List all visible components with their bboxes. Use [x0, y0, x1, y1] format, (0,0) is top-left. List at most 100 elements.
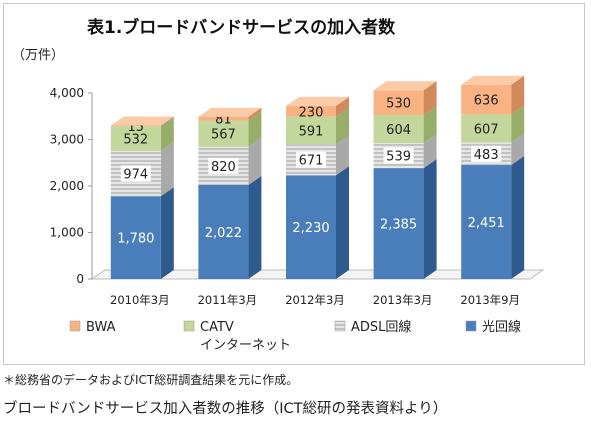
data-label-bg: [296, 151, 326, 168]
bar-segment-side: [248, 107, 262, 121]
bar-segment-side: [160, 117, 174, 151]
chart-legend: BWA CATV インターネット ADSL回線 光回線: [69, 319, 521, 353]
bar-segment: [198, 120, 249, 147]
bar-segment-side: [423, 81, 437, 115]
data-label: 567: [211, 128, 236, 143]
data-label: 483: [474, 148, 499, 163]
legend-item: ADSL回線: [334, 319, 411, 335]
x-category-label: 2012年3月: [285, 293, 345, 307]
y-tick-label: 1,000: [50, 226, 84, 240]
bar-segment-side: [160, 116, 174, 127]
data-label-bg: [120, 165, 151, 182]
data-label: 2,022: [205, 226, 242, 241]
data-label: 636: [474, 94, 499, 109]
data-label: 604: [386, 123, 411, 138]
x-category-label: 2011年3月: [198, 293, 258, 307]
bar-top-face: [198, 107, 262, 117]
bar-segment-side: [511, 133, 525, 166]
bar-segment-side: [511, 156, 525, 279]
legend-swatch: [465, 320, 477, 332]
bar-segment: [286, 105, 336, 117]
data-label: 2,385: [380, 218, 417, 233]
data-label-bg: [383, 147, 414, 164]
x-category-label: 2013年3月: [373, 293, 433, 307]
data-label: 591: [299, 124, 324, 139]
bar-top-face: [110, 116, 174, 126]
bar-segment-side: [160, 141, 174, 197]
y-axis: 0 1,000 2,000 3,000 4,000: [50, 86, 93, 286]
data-label: 2,230: [292, 221, 329, 236]
bar-stack: 2,230 671 591 230: [286, 96, 349, 279]
bar-segment: [373, 90, 424, 115]
bar-segment: [461, 84, 512, 115]
bar-segment-side: [248, 111, 262, 147]
legend-swatch: [334, 320, 346, 332]
x-category-label: 2013年9月: [460, 293, 520, 307]
data-label: 539: [386, 150, 411, 165]
bar-segment-side: [511, 105, 525, 143]
y-tick-label: 0: [76, 272, 84, 286]
data-label: 1,780: [117, 232, 154, 247]
legend-label: 光回線: [482, 319, 521, 335]
footnote: ＊総務省のデータおよびICT総研調査結果を元に作成。: [3, 373, 299, 387]
bar-segment: [198, 184, 249, 279]
data-label: 974: [123, 168, 148, 183]
data-label: 2,451: [468, 216, 505, 231]
legend-item: 光回線: [465, 319, 521, 335]
data-label: 820: [211, 160, 236, 175]
y-axis-unit-label: （万件）: [12, 48, 64, 63]
figure-caption: ブロードバンドサービス加入者数の推移（ICT総研の発表資料より）: [3, 401, 448, 417]
bars-group: 1,780974532152,022820567812,230671591230…: [110, 75, 525, 279]
legend-item: BWA: [69, 320, 116, 335]
data-label: 607: [474, 122, 499, 137]
bar-segment-side: [160, 187, 174, 279]
bar-segment: [461, 165, 512, 279]
bar-segment: [461, 114, 512, 143]
legend-swatch: [183, 320, 195, 332]
bar-stack: 2,385 539 604 530: [373, 81, 437, 279]
bar-segment: [110, 125, 161, 127]
data-label: 671: [299, 154, 324, 169]
bar-segment-side: [248, 137, 262, 185]
bar-top-face: [373, 81, 437, 91]
bar-segment: [198, 116, 249, 121]
bar-segment-side: [336, 107, 349, 145]
data-label: 230: [299, 105, 324, 120]
legend-label: CATV: [200, 320, 234, 335]
bar-segment-side: [423, 159, 437, 279]
bar-segment-side: [336, 135, 349, 176]
bar-top-face: [461, 75, 525, 85]
bar-segment-side: [336, 166, 349, 279]
legend-label: ADSL回線: [351, 319, 411, 335]
bar-segment-side: [336, 96, 349, 117]
bar-segment-side: [248, 175, 262, 279]
bar-segment-side: [511, 75, 525, 115]
bar-segment: [110, 126, 161, 151]
y-tick-label: 2,000: [50, 179, 84, 193]
chart-title: 表1.ブロードバンドサービスの加入者数: [87, 17, 396, 38]
bar-top-face: [286, 96, 349, 106]
bar-segment: [286, 175, 336, 279]
bar-stack: 2,451 483 607 636: [461, 75, 525, 279]
legend-swatch: [69, 320, 81, 332]
data-label: 530: [386, 97, 411, 112]
x-axis-categories: 2010年3月 2011年3月 2012年3月 2013年3月 2013年9月: [110, 293, 520, 307]
bar-segment: [110, 196, 161, 279]
chart-frame: 表1.ブロードバンドサービスの加入者数 （万件） 0 1,000 2,000 3,00…: [3, 3, 585, 365]
data-label-bg: [471, 145, 502, 162]
bar-segment: [286, 116, 336, 145]
bar-segment-side: [423, 134, 437, 169]
y-tick-label: 4,000: [50, 86, 84, 100]
bar-segment: [373, 114, 424, 144]
stacked-bar-chart: 表1.ブロードバンドサービスの加入者数 （万件） 0 1,000 2,000 3,00…: [12, 17, 545, 353]
bar-segment-side: [423, 105, 437, 144]
legend-label: BWA: [86, 320, 116, 335]
data-label-bg: [208, 157, 239, 174]
x-category-label: 2010年3月: [110, 293, 170, 307]
legend-item: CATV インターネット: [183, 320, 291, 353]
y-tick-label: 3,000: [50, 133, 84, 147]
legend-label: インターネット: [200, 338, 291, 353]
data-label: 532: [123, 133, 148, 148]
